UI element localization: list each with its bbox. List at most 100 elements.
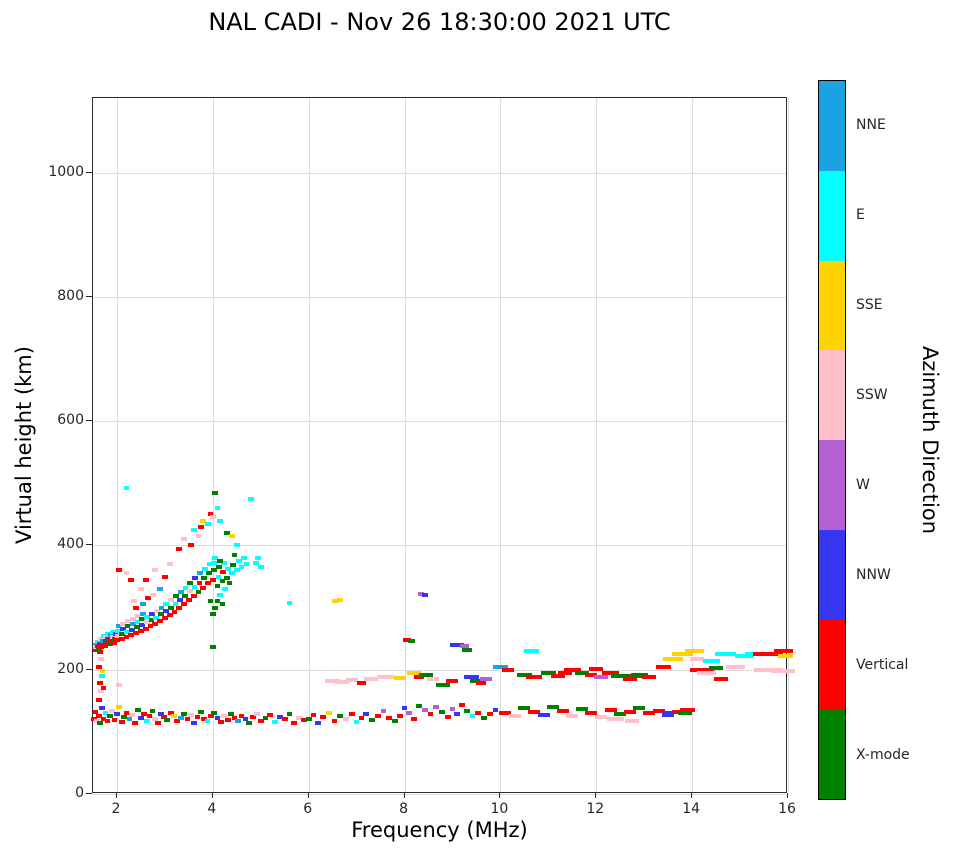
data-point xyxy=(191,585,198,590)
data-point xyxy=(557,670,573,675)
data-point xyxy=(123,634,130,639)
x-gridline xyxy=(788,98,789,792)
data-point xyxy=(325,678,340,683)
y-tick-mark xyxy=(86,171,92,173)
data-point xyxy=(177,715,184,720)
data-point xyxy=(181,602,187,607)
data-point xyxy=(92,709,99,714)
data-point xyxy=(393,676,406,681)
data-point xyxy=(230,563,236,568)
y-tick-mark xyxy=(86,544,92,546)
y-axis-label: Virtual height (km) xyxy=(12,346,36,544)
colorbar-tick-label: X-mode xyxy=(856,747,910,763)
data-point xyxy=(200,518,207,523)
data-point xyxy=(714,652,737,657)
x-tick-mark xyxy=(499,793,501,798)
data-point xyxy=(501,667,514,672)
data-point xyxy=(475,710,482,715)
data-point xyxy=(499,711,512,716)
data-point xyxy=(187,580,194,585)
data-point xyxy=(369,718,375,723)
data-point xyxy=(106,714,113,719)
data-point xyxy=(236,558,243,563)
data-point xyxy=(171,609,178,614)
data-point xyxy=(114,633,121,638)
data-point xyxy=(205,521,211,526)
data-point xyxy=(209,611,216,616)
y-gridline xyxy=(93,172,786,174)
data-point xyxy=(725,664,745,669)
data-point xyxy=(114,712,120,717)
data-point xyxy=(713,677,729,682)
data-point xyxy=(427,677,440,682)
data-point xyxy=(212,490,219,495)
plot-area xyxy=(91,97,796,795)
data-point xyxy=(462,647,472,652)
data-point xyxy=(449,706,456,711)
data-point xyxy=(702,659,720,663)
data-point xyxy=(301,718,307,723)
data-point xyxy=(190,594,197,599)
y-tick-mark xyxy=(86,668,92,670)
colorbar-tick-label: SSE xyxy=(856,297,883,313)
data-point xyxy=(118,636,125,641)
data-point xyxy=(209,645,216,650)
data-point xyxy=(177,590,184,595)
data-point xyxy=(680,708,695,713)
data-point xyxy=(182,594,188,599)
data-point xyxy=(109,708,116,713)
data-point xyxy=(208,713,214,718)
data-point xyxy=(100,686,107,691)
data-point xyxy=(353,719,360,724)
data-point xyxy=(181,537,187,542)
data-point xyxy=(444,714,451,719)
data-point xyxy=(358,715,365,720)
data-point xyxy=(206,571,212,576)
data-point xyxy=(138,586,144,591)
data-point xyxy=(153,608,160,613)
data-point xyxy=(99,668,106,673)
data-point xyxy=(209,577,216,582)
data-point xyxy=(168,598,174,603)
data-point xyxy=(267,713,274,718)
data-point xyxy=(104,719,111,724)
data-point xyxy=(518,706,531,711)
data-point xyxy=(696,670,717,675)
data-point xyxy=(192,575,198,580)
data-point xyxy=(343,716,349,721)
data-point xyxy=(272,719,278,724)
data-point xyxy=(257,565,264,570)
data-point xyxy=(219,602,226,607)
x-tick-label: 8 xyxy=(399,801,409,817)
y-tick-label: 200 xyxy=(57,660,84,677)
x-gridline xyxy=(212,98,214,792)
x-gridline xyxy=(500,98,502,792)
data-point xyxy=(181,711,187,716)
colorbar-segment-e xyxy=(819,170,845,261)
data-point xyxy=(150,593,156,598)
data-point xyxy=(610,673,630,678)
colorbar-tick-label: E xyxy=(856,207,865,223)
data-point xyxy=(97,650,104,655)
data-point xyxy=(380,709,387,714)
data-point xyxy=(133,631,139,636)
data-point xyxy=(254,711,260,716)
data-point xyxy=(164,718,171,723)
data-point xyxy=(111,640,118,645)
data-point xyxy=(100,716,107,721)
data-point xyxy=(243,562,250,567)
data-point xyxy=(450,642,465,647)
data-point xyxy=(607,717,624,722)
data-point xyxy=(480,677,492,682)
data-point xyxy=(221,714,228,719)
data-point xyxy=(177,598,184,603)
data-point xyxy=(200,585,207,590)
x-tick-label: 16 xyxy=(778,801,796,817)
data-point xyxy=(414,675,424,680)
colorbar-axis-label: Azimuth Direction xyxy=(918,345,942,535)
data-point xyxy=(212,555,219,560)
data-point xyxy=(133,605,139,610)
y-gridline xyxy=(93,794,786,795)
data-point xyxy=(209,515,216,520)
data-point xyxy=(116,705,123,709)
